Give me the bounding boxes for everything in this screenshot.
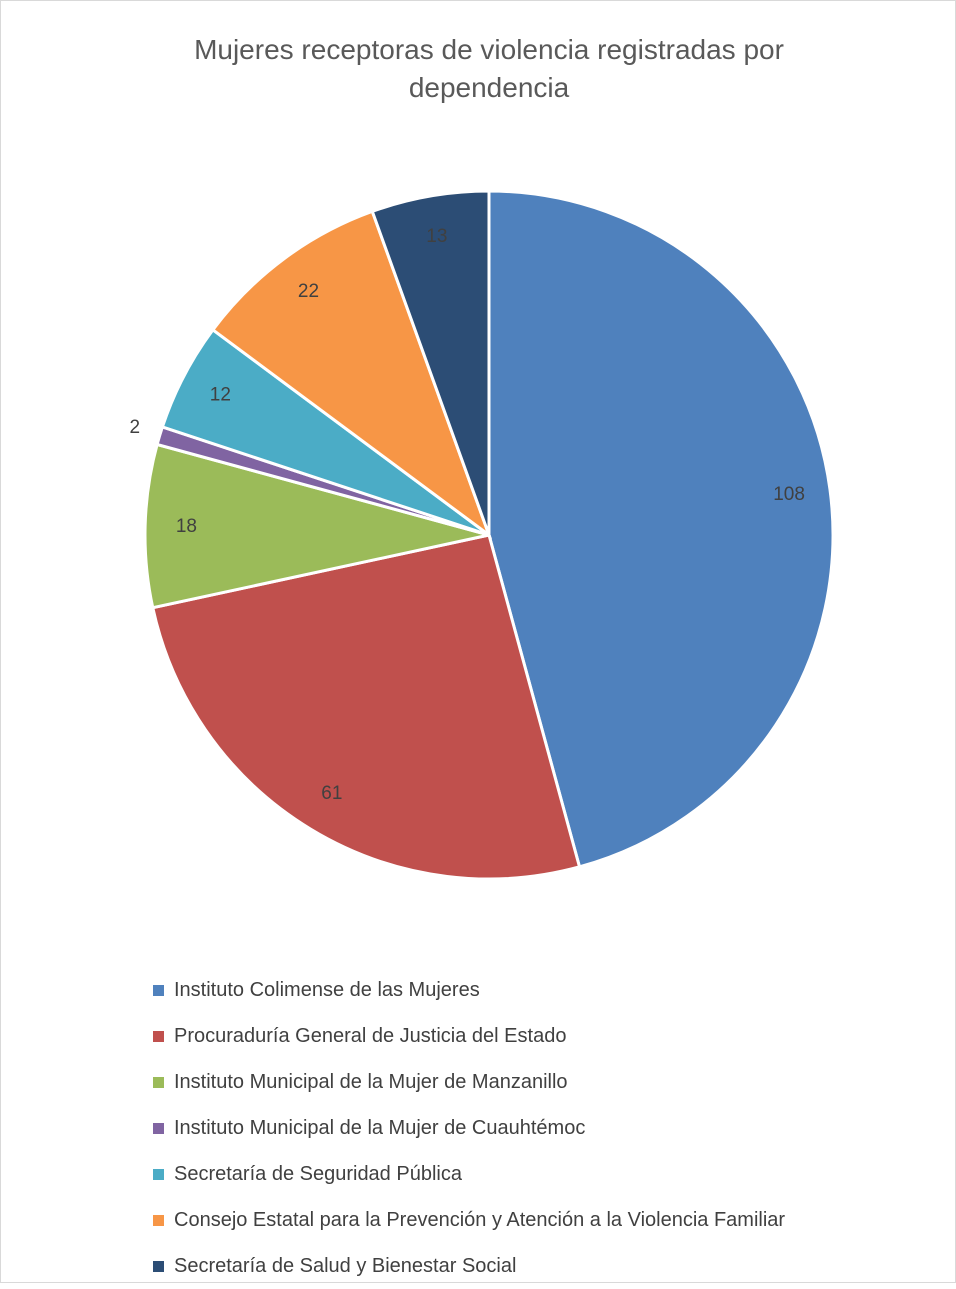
legend-swatch [153,984,164,996]
data-label: 61 [321,783,342,804]
legend-label: Instituto Colimense de las Mujeres [174,978,480,1001]
legend-label: Consejo Estatal para la Prevención y Ate… [174,1208,786,1231]
legend-label: Secretaría de Salud y Bienestar Social [174,1254,517,1277]
legend-swatch [153,1030,164,1042]
pie-slice [143,442,490,610]
legend-item: Procuraduría General de Justicia del Est… [153,1013,785,1059]
pie-slice [370,189,491,536]
pie-slice [150,533,582,881]
data-label: 12 [210,384,231,405]
legend-label: Instituto Municipal de la Mujer de Manza… [174,1070,568,1093]
legend-label: Instituto Municipal de la Mujer de Cuauh… [174,1116,586,1139]
legend-swatch [153,1168,164,1180]
legend-swatch [153,1076,164,1088]
data-label: 22 [298,281,319,302]
legend-label: Secretaría de Seguridad Pública [174,1162,462,1185]
legend-swatch [153,1260,164,1272]
legend-item: Secretaría de Salud y Bienestar Social [153,1243,785,1289]
data-label: 13 [426,226,447,247]
legend-item: Instituto Colimense de las Mujeres [153,967,785,1013]
legend-label: Procuraduría General de Justicia del Est… [174,1024,567,1047]
data-label: 108 [773,484,805,505]
legend-swatch [153,1122,164,1134]
pie-slice [487,189,835,869]
legend-swatch [153,1214,164,1226]
legend-item: Instituto Municipal de la Mujer de Manza… [153,1059,785,1105]
pie-slice [210,209,493,540]
pie-chart: 108 61 18 2 12 22 13 [129,189,835,881]
legend-item: Instituto Municipal de la Mujer de Cuauh… [153,1105,785,1151]
data-label: 2 [129,417,140,438]
chart-title: Mujeres receptoras de violencia registra… [194,34,784,103]
data-label: 18 [176,516,197,537]
legend: Instituto Colimense de las Mujeres Procur… [153,967,785,1289]
legend-item: Secretaría de Seguridad Pública [153,1151,785,1197]
legend-item: Consejo Estatal para la Prevención y Ate… [153,1197,785,1243]
